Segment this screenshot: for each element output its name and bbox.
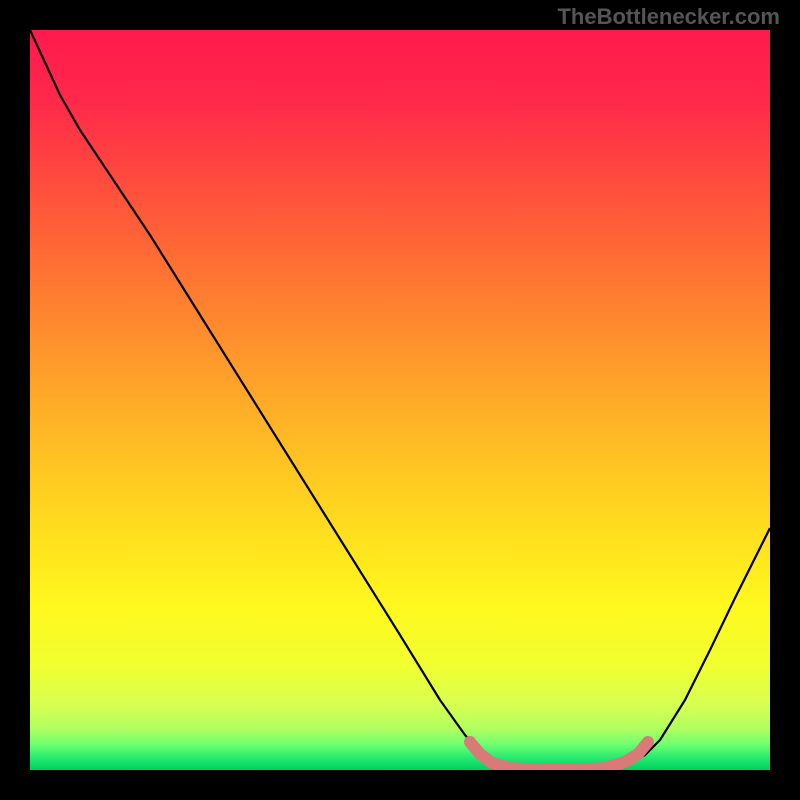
frame-border-left [0,0,30,800]
watermark-text: TheBottlenecker.com [557,4,780,30]
gradient-panel [30,30,770,770]
frame-border-right [770,0,800,800]
chart-canvas: TheBottlenecker.com [0,0,800,800]
bottleneck-plot [0,0,800,800]
frame-border-bottom [0,770,800,800]
